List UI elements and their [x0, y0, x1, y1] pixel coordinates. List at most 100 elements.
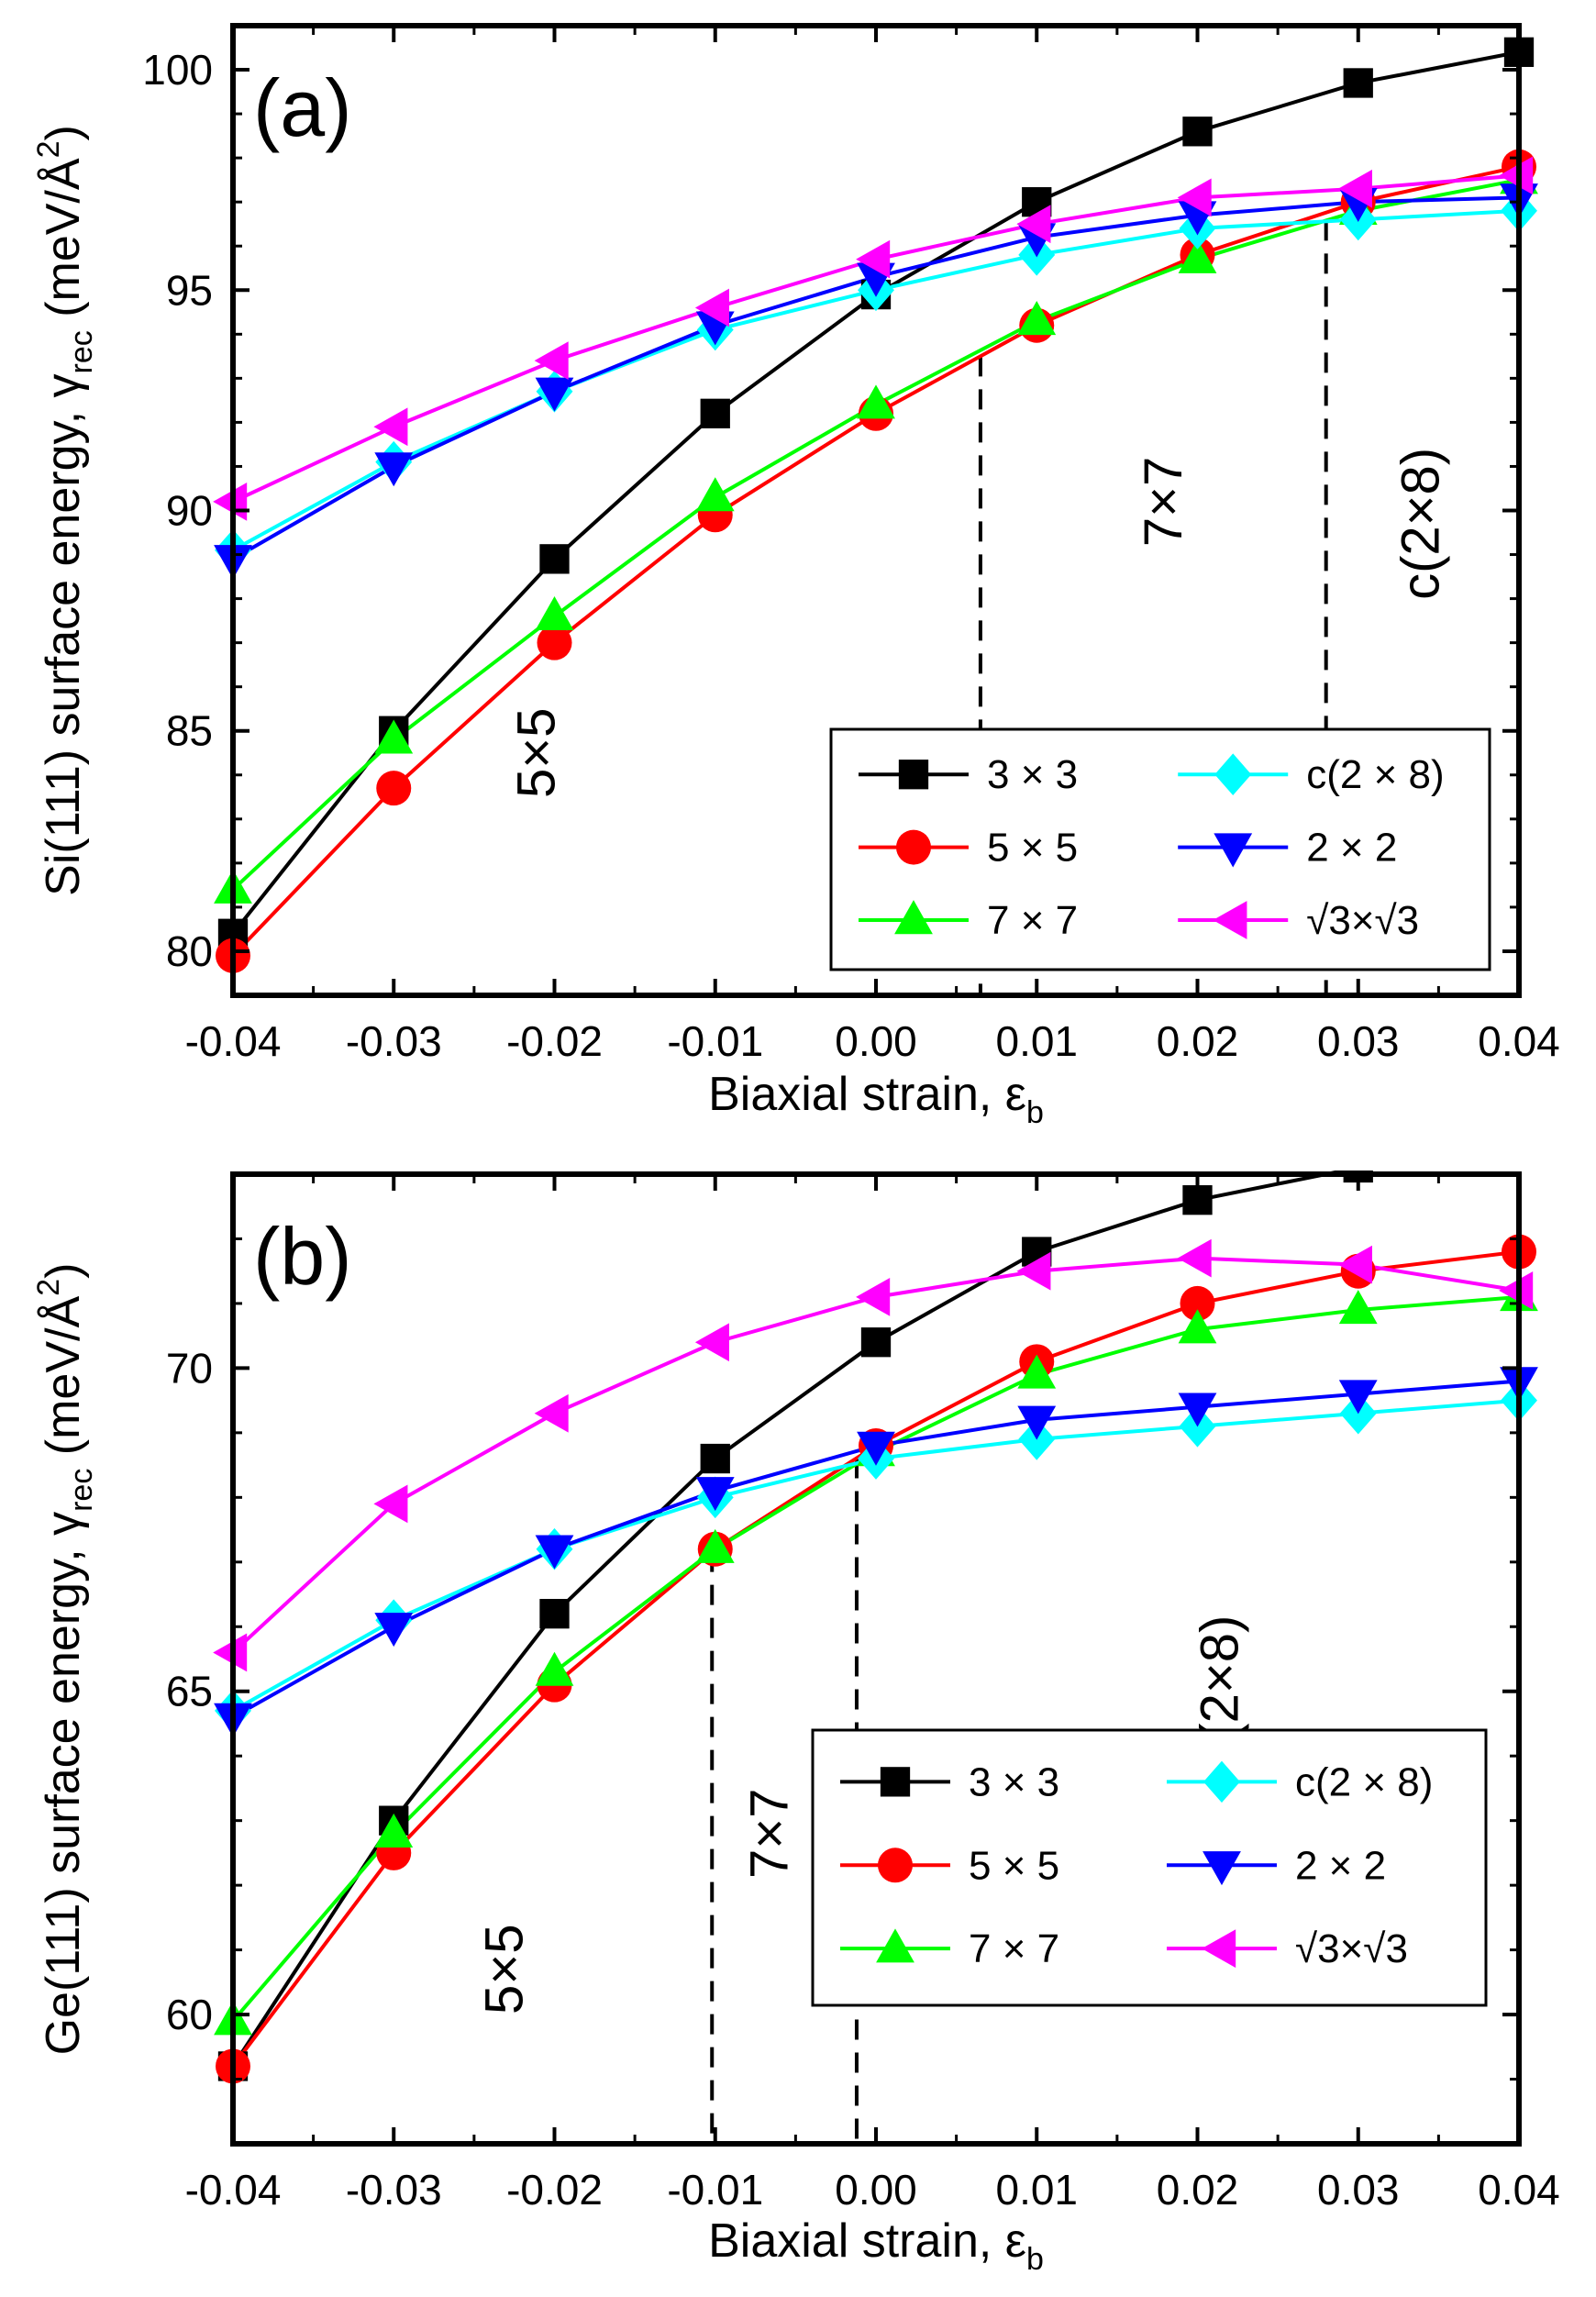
x-axis-title-subscript: b — [1026, 2242, 1044, 2277]
data-point-√3×√3 — [856, 239, 891, 279]
data-point-√3×√3 — [694, 288, 729, 327]
data-point-√3×√3 — [1177, 1238, 1212, 1278]
data-point-7×7 — [1178, 239, 1217, 273]
x-tick-label: 0.03 — [1317, 1017, 1400, 1065]
x-axis-title-subscript: b — [1026, 1095, 1044, 1130]
y-tick-label: 65 — [166, 1668, 213, 1715]
data-point-3×3 — [860, 1327, 892, 1358]
legend-label-5×5: 5 × 5 — [969, 1843, 1059, 1888]
x-tick-label: -0.03 — [346, 1017, 442, 1065]
y-axis-title-close: ) — [37, 125, 90, 140]
data-point-√3×√3 — [1177, 178, 1212, 217]
y-tick-label: 100 — [142, 46, 213, 94]
data-point-7×7 — [535, 1651, 574, 1686]
data-point-7×7 — [695, 1528, 735, 1563]
x-tick-label: -0.04 — [185, 2166, 282, 2214]
data-point-√3×√3 — [1499, 1271, 1534, 1310]
data-point-7×7 — [1017, 301, 1057, 336]
phase-region-label: 7×7 — [1134, 457, 1193, 547]
legend-marker-c(2×8) — [1214, 753, 1252, 796]
data-point-7×7 — [535, 595, 574, 631]
x-tick-label: -0.04 — [185, 1017, 282, 1065]
x-axis-title: Biaxial strain, εb — [708, 2214, 1044, 2277]
x-tick-label: 0.04 — [1478, 2166, 1560, 2214]
data-point-√3×√3 — [373, 1484, 408, 1524]
x-axis-title-main: Biaxial strain, ε — [708, 2214, 1026, 2268]
phase-region-label: 7×7 — [740, 1789, 800, 1879]
data-point-7×7 — [374, 1813, 414, 1848]
data-point-7×7 — [374, 719, 414, 754]
x-tick-label: 0.00 — [835, 1017, 917, 1065]
legend-marker-7×7 — [894, 900, 933, 935]
legend-label-c(2×8): c(2 × 8) — [1306, 752, 1444, 797]
legend-marker-5×5 — [878, 1848, 913, 1883]
legend-label-3×3: 3 × 3 — [987, 752, 1078, 797]
y-axis-title-close: ) — [37, 1263, 90, 1279]
y-axis-title-main: Ge(111) surface energy, γ — [37, 1512, 90, 2056]
legend-label-√3×√3: √3×√3 — [1306, 898, 1419, 943]
legend-marker-2×2 — [1203, 1851, 1241, 1886]
legend-label-2×2: 2 × 2 — [1306, 826, 1397, 871]
legend-marker-√3×√3 — [1202, 1929, 1236, 1969]
y-axis-title-main: Si(111) surface energy, γ — [37, 373, 90, 895]
data-point-7×7 — [695, 477, 735, 512]
legend-label-2×2: 2 × 2 — [1295, 1843, 1386, 1888]
x-tick-label: -0.01 — [667, 2166, 763, 2214]
x-tick-label: 0.02 — [1157, 1017, 1239, 1065]
legend-marker-2×2 — [1214, 833, 1253, 868]
data-series-group — [213, 37, 1538, 973]
x-tick-label: -0.01 — [667, 1017, 763, 1065]
data-point-7×7 — [1178, 1309, 1217, 1344]
legend-label-5×5: 5 × 5 — [987, 826, 1078, 871]
legend-label-c(2×8): c(2 × 8) — [1295, 1759, 1433, 1804]
data-point-2×2 — [1017, 1405, 1057, 1440]
data-point-√3×√3 — [1337, 1245, 1372, 1284]
legend-label-7×7: 7 × 7 — [987, 898, 1078, 943]
data-point-√3×√3 — [534, 1393, 569, 1433]
legend-label-√3×√3: √3×√3 — [1295, 1926, 1408, 1971]
y-tick-label: 85 — [166, 707, 213, 755]
legend-marker-7×7 — [876, 1928, 914, 1963]
panel-label: (a) — [253, 62, 352, 153]
legend-box — [811, 1728, 1488, 2007]
data-point-2×2 — [535, 377, 574, 412]
data-point-2×2 — [857, 1431, 895, 1466]
legend-label-7×7: 7 × 7 — [969, 1926, 1059, 1971]
x-tick-label: 0.02 — [1157, 2166, 1239, 2214]
x-tick-label: -0.03 — [346, 2166, 442, 2214]
y-axis-title-unit: (meV/Å — [37, 158, 90, 330]
data-point-√3×√3 — [694, 1323, 729, 1362]
y-tick-label: 95 — [166, 266, 213, 314]
legend-marker-5×5 — [896, 829, 931, 865]
legend-marker-√3×√3 — [1213, 901, 1247, 939]
x-axis-title: Biaxial strain, εb — [708, 1068, 1044, 1130]
data-point-√3×√3 — [1016, 1251, 1051, 1291]
data-point-√3×√3 — [856, 1277, 891, 1316]
data-point-2×2 — [374, 452, 414, 487]
data-point-7×7 — [857, 384, 895, 419]
data-point-3×3 — [539, 1599, 570, 1629]
legend-marker-3×3 — [898, 760, 929, 790]
legend-marker-3×3 — [880, 1767, 911, 1797]
data-point-5×5 — [1180, 1285, 1215, 1321]
data-point-√3×√3 — [1337, 169, 1372, 208]
data-series-group — [213, 1171, 1538, 2084]
y-axis-title: Ge(111) surface energy, γrec (meV/Å2) — [31, 1263, 99, 2056]
data-point-√3×√3 — [213, 1633, 248, 1672]
y-axis-title-unit: (meV/Å — [37, 1296, 90, 1469]
legend-box — [829, 727, 1491, 971]
legend-marker-c(2×8) — [1203, 1760, 1240, 1803]
data-point-√3×√3 — [373, 407, 408, 447]
data-point-7×7 — [1338, 1290, 1378, 1325]
y-tick-label: 70 — [166, 1344, 213, 1392]
phase-region-label: 5×5 — [507, 708, 567, 798]
phase-region-label: c(2×8) — [1391, 448, 1450, 600]
panel-label: (b) — [253, 1211, 352, 1302]
y-axis-title-superscript: 2 — [31, 140, 66, 158]
data-point-2×2 — [1338, 1380, 1378, 1415]
y-tick-label: 60 — [166, 1991, 213, 2038]
x-tick-label: 0.01 — [995, 1017, 1078, 1065]
data-point-3×3 — [1182, 117, 1213, 147]
phase-region-label: 5×5 — [474, 1925, 534, 2014]
x-tick-label: 0.04 — [1478, 1017, 1560, 1065]
